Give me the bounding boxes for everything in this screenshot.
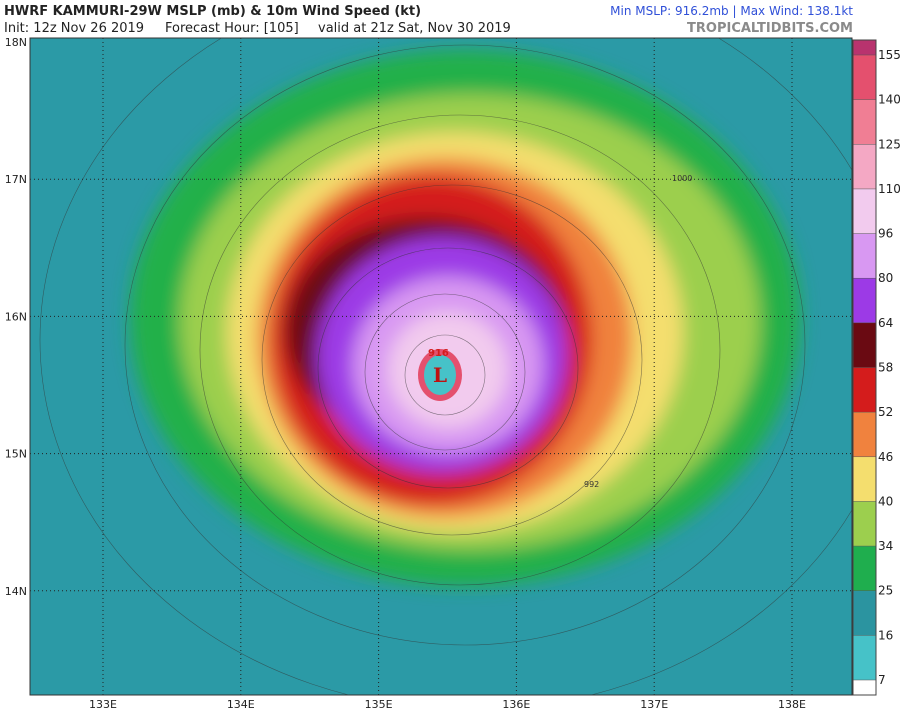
lon-label: 133E	[89, 698, 117, 711]
colorbar-label: 155	[878, 48, 900, 62]
colorbar-frame	[852, 39, 877, 696]
colorbar-label: 58	[878, 361, 893, 375]
contour-label: 992	[584, 480, 599, 489]
colorbar-band	[853, 501, 876, 547]
colorbar-band	[853, 635, 876, 680]
lon-label: 136E	[502, 698, 530, 711]
colorbar-label: 7	[878, 673, 886, 687]
colorbar-band	[853, 278, 876, 323]
colorbar-label: 80	[878, 271, 893, 285]
colorbar-band	[853, 144, 876, 189]
low-marker: L	[433, 363, 447, 387]
colorbar-label: 40	[878, 494, 893, 508]
colorbar-label: 52	[878, 405, 893, 419]
colorbar-label: 46	[878, 450, 893, 464]
init: Init: 12z Nov 26 2019	[4, 21, 144, 36]
colorbar-band	[853, 40, 876, 55]
colorbar-label: 34	[878, 539, 893, 553]
colorbar-label: 96	[878, 227, 893, 241]
colorbar-band	[853, 322, 876, 368]
colorbar-label: 110	[878, 182, 900, 196]
map: 916 L 1000 992	[30, 38, 852, 695]
colorbar-band	[853, 590, 876, 636]
lat-label: 16N	[5, 310, 27, 323]
colorbar-label: 140	[878, 93, 900, 107]
lat-label: 17N	[5, 173, 27, 186]
lon-label: 135E	[365, 698, 393, 711]
colorbar-band	[853, 188, 876, 234]
colorbar-band	[853, 412, 876, 457]
colorbar-label: 25	[878, 584, 893, 598]
center-pressure: 916	[428, 348, 449, 359]
colorbar-label: 64	[878, 316, 893, 330]
colorbar: 155 140 125 110 96 80 64 58 52 46 40 34 25 16 7	[852, 39, 900, 696]
map-frame	[29, 37, 853, 696]
colorbar-label: 16	[878, 628, 893, 642]
lon-label: 138E	[778, 698, 806, 711]
colorbar-band	[853, 99, 876, 145]
lon-label: 137E	[640, 698, 668, 711]
colorbar-label: 125	[878, 137, 900, 151]
colorbar-band	[853, 55, 876, 100]
lat-label: 18N	[5, 36, 27, 49]
forecast-hour: Forecast Hour: [105]	[165, 21, 299, 36]
lat-label: 15N	[5, 448, 27, 461]
site: TROPICALTIDBITS.COM	[687, 21, 853, 36]
title: HWRF KAMMURI-29W MSLP (mb) & 10m Wind Sp…	[4, 4, 421, 19]
stats: Min MSLP: 916.2mb | Max Wind: 138.1kt	[610, 4, 853, 18]
valid-time: valid at 21z Sat, Nov 30 2019	[318, 21, 511, 36]
colorbar-bottom	[853, 680, 876, 695]
contour-label: 1000	[672, 174, 692, 183]
colorbar-band	[853, 233, 876, 279]
colorbar-band	[853, 367, 876, 413]
colorbar-band	[853, 546, 876, 591]
lon-label: 134E	[227, 698, 255, 711]
lat-label: 14N	[5, 585, 27, 598]
colorbar-band	[853, 456, 876, 502]
